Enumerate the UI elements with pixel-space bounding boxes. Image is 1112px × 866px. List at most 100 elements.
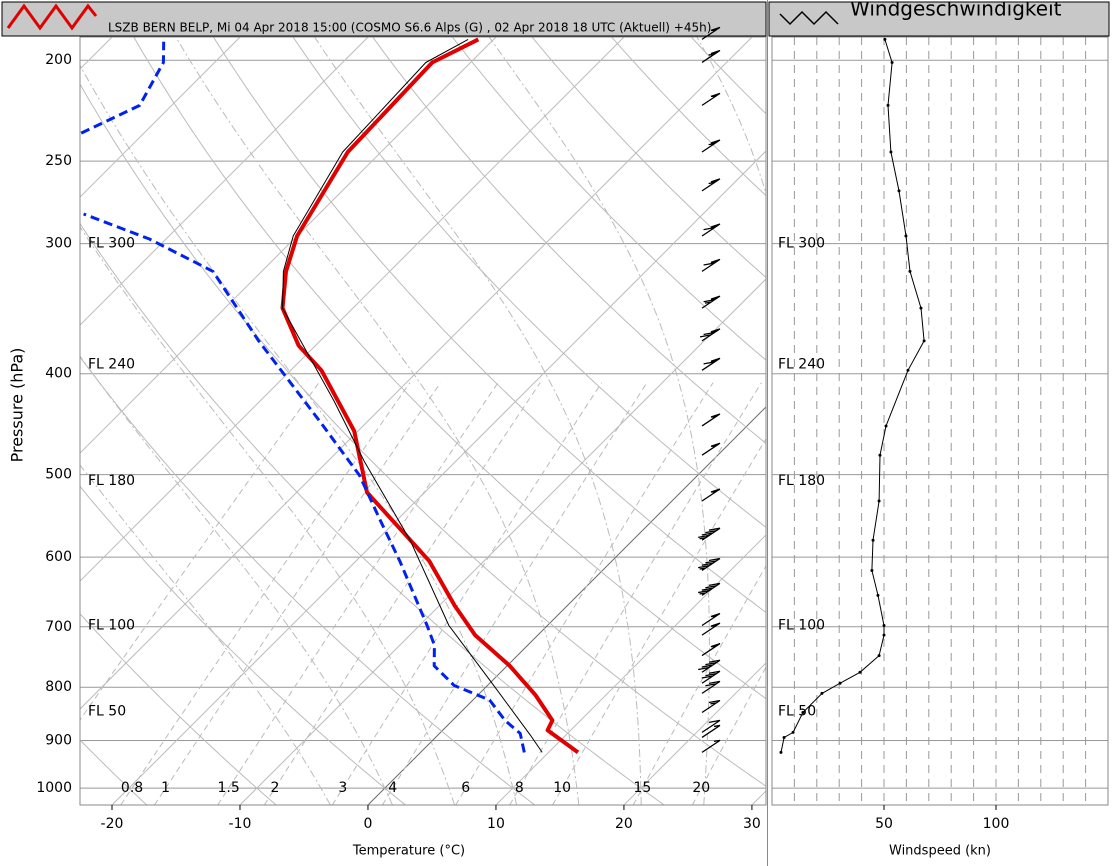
wind-barb	[701, 357, 721, 371]
flight-level-label: FL 100	[778, 618, 825, 634]
wind-barb	[701, 642, 721, 657]
dry-adiabat	[451, 37, 766, 361]
dry-adiabat	[80, 356, 536, 805]
y-tick-label: 800	[45, 679, 72, 695]
mixing-ratio-label: 1	[161, 780, 170, 796]
wind-barb	[701, 488, 721, 502]
wind-barb	[701, 670, 721, 684]
x-tick-label: -20	[101, 816, 124, 832]
mixing-ratio-label: 0.8	[121, 780, 143, 796]
dry-adiabat	[80, 222, 665, 805]
flight-level-label: FL 300	[778, 236, 825, 252]
isotherm	[80, 37, 241, 198]
x-tick-label: 30	[743, 816, 761, 832]
profile-line	[280, 37, 580, 755]
wind-icon	[779, 10, 839, 26]
mixing-ratio-line	[455, 382, 714, 805]
moist-adiabat	[80, 226, 455, 805]
chart-title: LSZB BERN BELP, Mi 04 Apr 2018 15:00 (CO…	[108, 21, 711, 35]
x-tick-label: 10	[487, 816, 505, 832]
wind-frame	[771, 36, 1109, 806]
mixing-ratio-line	[691, 665, 766, 805]
wind-barb	[701, 739, 721, 753]
wind-point	[886, 103, 890, 107]
mixing-ratio-line	[509, 382, 762, 805]
dry-adiabat	[80, 485, 406, 805]
wind-point	[838, 681, 842, 685]
wind-point	[897, 189, 901, 193]
y-tick-label: 400	[45, 366, 72, 382]
wind-barb	[701, 139, 721, 153]
mixing-ratio-label: 4	[388, 780, 397, 796]
wind-point	[922, 339, 926, 343]
wind-point	[889, 150, 893, 154]
wind-line	[780, 39, 925, 753]
wind-point	[858, 670, 862, 674]
wind-barb	[701, 719, 721, 733]
y-tick-label: 300	[45, 236, 72, 252]
mixing-ratio-line	[120, 382, 411, 805]
wind-point	[890, 60, 894, 64]
dry-adiabat	[133, 37, 766, 700]
mixing-ratio-line	[331, 382, 603, 805]
isotherm	[80, 37, 625, 582]
wind-point	[906, 368, 910, 372]
flight-level-label: FL 50	[88, 703, 126, 719]
dry-adiabat	[372, 37, 766, 444]
title-bar-wind	[768, 1, 1110, 37]
y-tick-label: 600	[45, 549, 72, 565]
moist-adiabat	[314, 37, 642, 805]
flight-level-label: FL 180	[88, 473, 135, 489]
wind-point	[876, 593, 880, 597]
moist-adiabat	[80, 464, 331, 805]
isotherm	[239, 278, 766, 805]
wind-point	[871, 538, 875, 542]
flight-level-label: FL 50	[778, 703, 816, 719]
y-tick-label: 200	[45, 52, 72, 68]
wind-barb	[701, 178, 721, 192]
wind-point	[878, 453, 882, 457]
wind-barb	[699, 328, 721, 342]
wind-barb	[701, 92, 721, 106]
mixing-ratio-label: 1.5	[218, 780, 240, 796]
x-tick-label: 0	[364, 816, 373, 832]
wind-point	[904, 234, 908, 238]
wind-plot: FL 300 FL 240 FL 180 FL 100 FL 50	[772, 37, 1108, 805]
moist-adiabat	[80, 64, 518, 805]
mixing-ratio-label: 10	[553, 780, 571, 796]
mixing-ratio-label: 6	[461, 780, 470, 796]
wind-x-axis-label: Windspeed (kn)	[889, 844, 991, 859]
profile-line	[282, 38, 543, 753]
title-bar	[1, 1, 767, 37]
wind-barb	[701, 413, 721, 427]
wind-point	[870, 568, 874, 572]
wind-point	[782, 735, 786, 739]
y-tick-label: 500	[45, 467, 72, 483]
x-tick-label: -10	[229, 816, 252, 832]
isotherm	[623, 662, 766, 805]
x-axis-label: Temperature (°C)	[352, 844, 465, 859]
moist-adiabat	[488, 37, 710, 805]
wind-barb	[701, 258, 721, 272]
mixing-ratio-label: 2	[271, 780, 280, 796]
flight-level-label: FL 100	[88, 618, 135, 634]
wind-barb	[701, 612, 721, 627]
wind-point	[908, 269, 912, 273]
mixing-ratio-line	[632, 564, 766, 805]
wind-point	[779, 750, 783, 754]
mixing-ratio-label: 20	[692, 780, 710, 796]
mixing-ratio-line	[153, 382, 442, 805]
wind-barb	[701, 295, 721, 309]
wind-barb	[701, 622, 721, 636]
wind-point	[882, 633, 886, 637]
mixing-ratio-label: 15	[633, 780, 651, 796]
isotherm	[495, 534, 766, 805]
y-axis-label: Pressure (hPa)	[8, 348, 27, 463]
wind-barb	[698, 557, 721, 572]
y-tick-label: 700	[45, 619, 72, 635]
y-tick-label: 250	[45, 153, 72, 169]
wind-point	[883, 37, 887, 41]
wind-barb	[698, 527, 721, 541]
wind-point	[882, 624, 886, 628]
